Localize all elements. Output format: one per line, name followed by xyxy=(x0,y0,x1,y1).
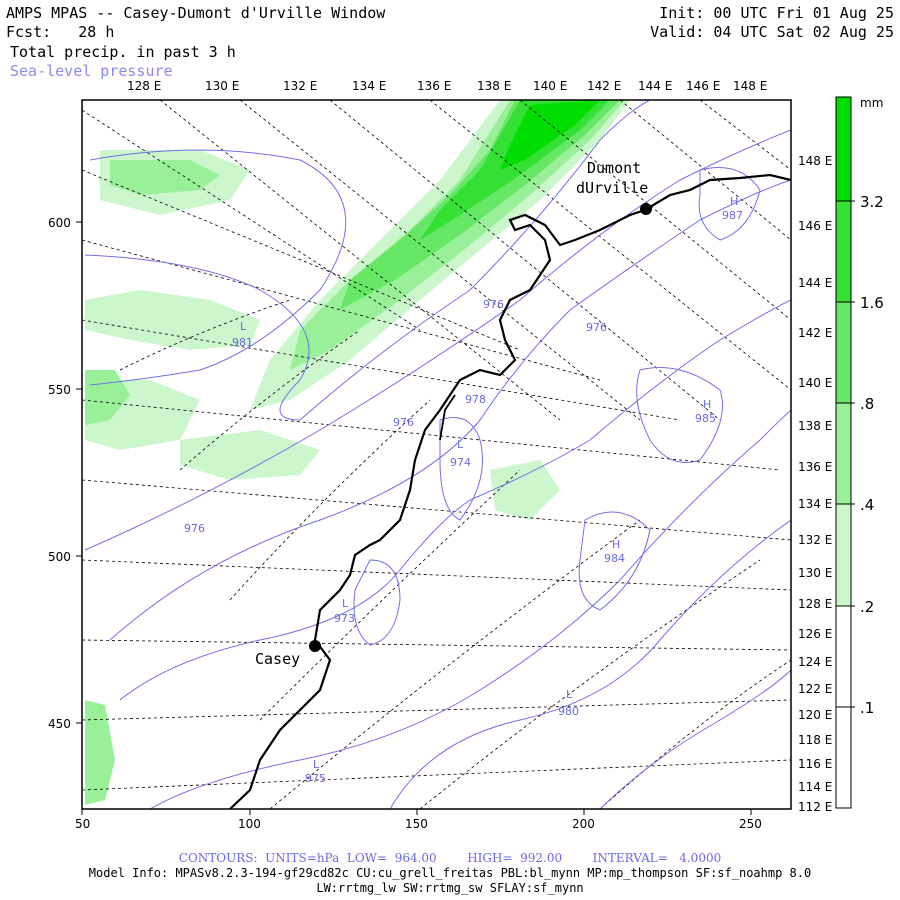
lon-label: 134 E xyxy=(798,497,832,511)
pressure-value: 976 xyxy=(393,416,414,429)
pressure-type: H xyxy=(612,538,620,551)
lon-label: 144 E xyxy=(798,276,832,290)
pressure-labels: H 987 L 981 976 976 976 976 978 L 974 H … xyxy=(184,195,743,785)
y-tick: 550 xyxy=(48,383,71,397)
pressure-value: 976 xyxy=(586,321,607,334)
pressure-type: L xyxy=(457,438,464,451)
lon-label: 130 E xyxy=(205,79,239,93)
lon-label: 146 E xyxy=(798,219,832,233)
y-tick-labels: 600 550 500 450 xyxy=(48,216,82,731)
pressure-value: 976 xyxy=(483,298,504,311)
x-tick: 250 xyxy=(739,817,762,831)
lon-label: 128 E xyxy=(127,79,161,93)
pressure-type: L xyxy=(342,597,349,610)
lon-label: 140 E xyxy=(798,376,832,390)
precip-shading xyxy=(85,100,630,805)
valid-time: Valid: 04 UTC Sat 02 Aug 25 xyxy=(650,23,894,41)
pressure-type: H xyxy=(703,398,711,411)
lon-label: 120 E xyxy=(798,708,832,722)
graticule xyxy=(82,100,791,809)
map-title: AMPS MPAS -- Casey-Dumont d'Urville Wind… xyxy=(6,4,386,22)
x-tick-labels: 50 100 150 200 250 xyxy=(75,809,762,831)
lon-label: 126 E xyxy=(798,627,832,641)
x-tick: 100 xyxy=(238,817,261,831)
lon-label: 146 E xyxy=(686,79,720,93)
field-label-precip: Total precip. in past 3 h xyxy=(10,43,236,61)
pressure-value: 984 xyxy=(604,552,625,565)
pressure-type: L xyxy=(566,688,573,701)
field-label-slp: Sea-level pressure xyxy=(10,62,173,80)
x-tick: 150 xyxy=(405,817,428,831)
lon-label: 118 E xyxy=(798,733,832,747)
pressure-value: 981 xyxy=(232,336,253,349)
pressure-type: L xyxy=(240,320,247,333)
lon-label: 124 E xyxy=(798,655,832,669)
station-dumont-label-line2: dUrville xyxy=(576,179,648,197)
colorbar-label: .1 xyxy=(860,699,874,717)
pressure-value: 980 xyxy=(558,705,579,718)
lon-label: 130 E xyxy=(798,566,832,580)
contours-info: CONTOURS: UNITS=hPa LOW= 964.00 HIGH= 99… xyxy=(178,851,722,865)
pressure-value: 974 xyxy=(450,456,471,469)
pressure-type: L xyxy=(313,758,320,771)
y-tick: 500 xyxy=(48,550,71,564)
right-lon-labels: 148 E 146 E 144 E 142 E 140 E 138 E 136 … xyxy=(798,154,832,814)
lon-label: 142 E xyxy=(798,326,832,340)
coastline xyxy=(229,173,791,809)
x-tick: 50 xyxy=(75,817,90,831)
lon-label: 114 E xyxy=(798,780,832,794)
pressure-value: 985 xyxy=(695,412,716,425)
colorbar-unit: mm xyxy=(860,96,883,110)
lon-label: 142 E xyxy=(587,79,621,93)
colorbar: mm 3.2 1.6 .8 .4 .2 .1 xyxy=(835,96,884,809)
lon-label: 138 E xyxy=(477,79,511,93)
pressure-value: 987 xyxy=(722,209,743,222)
lon-label: 148 E xyxy=(733,79,767,93)
map-frame xyxy=(81,99,792,810)
pressure-value: 973 xyxy=(334,612,355,625)
lon-label: 136 E xyxy=(798,460,832,474)
model-info: Model Info: MPASv8.2.3-194-gf29cd82c CU:… xyxy=(88,866,812,880)
lon-label: 112 E xyxy=(798,800,832,814)
station-dumont-durville-marker[interactable] xyxy=(640,203,652,215)
colorbar-label: 1.6 xyxy=(860,294,884,312)
x-tick: 200 xyxy=(572,817,595,831)
station-casey-label: Casey xyxy=(255,650,300,668)
colorbar-label: .8 xyxy=(860,395,874,413)
lon-label: 128 E xyxy=(798,597,832,611)
pressure-type: H xyxy=(730,195,738,208)
slp-contours xyxy=(84,100,791,809)
station-casey-marker[interactable] xyxy=(309,640,321,652)
pressure-value: 975 xyxy=(305,772,326,785)
lon-label: 148 E xyxy=(798,154,832,168)
colorbar-label: 3.2 xyxy=(860,193,884,211)
pressure-value: 978 xyxy=(465,393,486,406)
lon-label: 138 E xyxy=(798,419,832,433)
model-info-2: LW:rrtmg_lw SW:rrtmg_sw SFLAY:sf_mynn xyxy=(316,881,584,895)
colorbar-label: .4 xyxy=(860,496,874,514)
station-dumont-label-line1: Dumont xyxy=(587,159,641,177)
lon-label: 132 E xyxy=(283,79,317,93)
init-time: Init: 00 UTC Fri 01 Aug 25 xyxy=(659,4,894,22)
y-tick: 450 xyxy=(48,717,71,731)
y-tick: 600 xyxy=(48,216,71,230)
lon-label: 140 E xyxy=(533,79,567,93)
colorbar-label: .2 xyxy=(860,598,874,616)
top-lon-labels: 128 E 130 E 132 E 134 E 136 E 138 E 140 … xyxy=(127,79,767,93)
lon-label: 136 E xyxy=(417,79,451,93)
lon-label: 116 E xyxy=(798,757,832,771)
lon-label: 144 E xyxy=(638,79,672,93)
lon-label: 134 E xyxy=(352,79,386,93)
lon-label: 122 E xyxy=(798,682,832,696)
pressure-value: 976 xyxy=(184,522,205,535)
forecast-hour: Fcst: 28 h xyxy=(6,23,115,41)
lon-label: 132 E xyxy=(798,533,832,547)
